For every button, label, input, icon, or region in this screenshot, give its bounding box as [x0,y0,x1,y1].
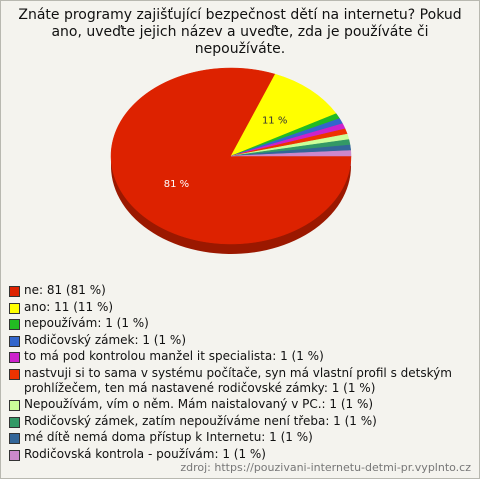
legend-item: nastvuji si to sama v systému počítače, … [9,366,471,396]
legend-label: nastvuji si to sama v systému počítače, … [24,365,452,395]
legend-label: to má pod kontrolou manžel it specialist… [24,349,324,363]
legend-swatch [9,368,20,380]
legend-label: Rodičovský zámek: 1 (1 %) [24,332,187,347]
legend-item: to má pod kontrolou manžel it specialist… [9,349,471,364]
legend-item: Rodičovský zámek, zatím nepoužíváme není… [9,414,471,429]
legend-swatch [9,335,20,347]
legend-swatch [9,416,20,428]
legend-swatch [9,302,20,314]
legend-label: ne: 81 (81 %) [24,283,106,297]
value-label: 81 % [164,179,189,190]
legend: ne: 81 (81 %) ano: 11 (11 %) nepoužívám: 1… [9,283,471,463]
slice [230,73,337,157]
value-label: 11 % [262,116,287,127]
legend-swatch [9,433,20,444]
source: zdroj: https://pouzivani-internetu-detmi… [180,461,471,474]
legend-swatch [9,352,20,363]
legend-label: Nepoužívám, vím o něm. Mám naistalovaný … [24,397,374,411]
legend-item: nepoužívám: 1 (1 %) [9,316,471,331]
legend-item: Rodičovská kontrola - používám: 1 (1 %) [9,447,471,462]
chart-title: Znáte programy zajišťující bezpečnost dě… [18,7,462,57]
legend-item: Rodičovský zámek: 1 (1 %) [9,333,471,348]
legend-label: ano: 11 (11 %) [24,299,114,314]
legend-item: mé dítě nemá doma přístup k Internetu: 1… [9,430,471,445]
legend-label: nepoužívám: 1 (1 %) [24,316,149,330]
legend-label: mé dítě nemá doma přístup k Internetu: 1… [24,430,313,444]
legend-swatch [9,449,20,461]
legend-item: ano: 11 (11 %) [9,300,471,315]
legend-swatch [9,286,20,297]
legend-item: Nepoužívám, vím o něm. Mám naistalovaný … [9,397,471,412]
legend-label: Rodičovský zámek, zatím nepoužíváme není… [24,413,377,428]
pie-chart: 81 % 11 % [110,67,352,254]
slice [110,67,352,245]
legend-item: ne: 81 (81 %) [9,283,471,298]
legend-swatch [9,400,20,411]
legend-swatch [9,319,20,330]
legend-label: Rodičovská kontrola - používám: 1 (1 %) [24,446,266,461]
slice [230,150,352,157]
